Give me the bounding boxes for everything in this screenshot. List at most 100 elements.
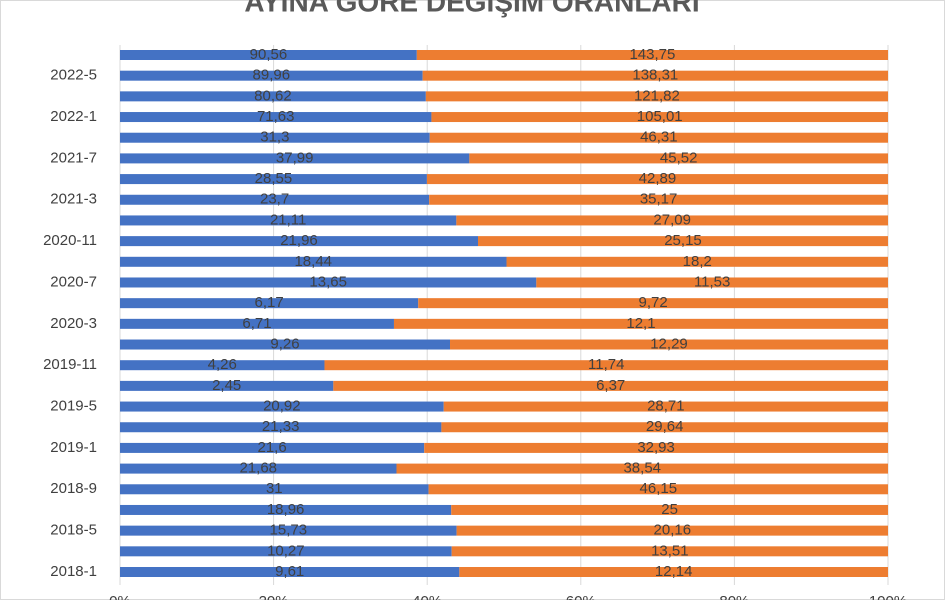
data-label: 28,71 [647, 398, 685, 415]
y-tick-label: 2019-1 [50, 439, 97, 456]
data-label: 6,17 [255, 294, 284, 311]
data-label: 21,33 [262, 418, 300, 435]
bar-segment [451, 546, 888, 557]
bar-segment [120, 318, 394, 329]
bar-segment [424, 442, 888, 453]
data-label: 46,31 [640, 129, 678, 146]
bar-segment [416, 50, 888, 60]
bar-segment [120, 463, 397, 474]
data-label: 35,17 [640, 191, 678, 208]
bar-segment [333, 380, 888, 391]
data-label: 31 [266, 480, 283, 497]
bar-segment [431, 112, 888, 123]
data-label: 143,75 [629, 46, 675, 63]
data-label: 18,2 [683, 253, 712, 270]
bar-segment [450, 339, 888, 350]
bar-segment [393, 318, 888, 329]
chart-title: AYINA GÖRE DEĞİŞİM ORANLARI [244, 0, 699, 17]
y-tick-label: 2021-7 [50, 149, 97, 166]
data-label: 32,93 [637, 439, 675, 456]
data-label: 11,53 [694, 273, 730, 290]
x-tick-label: 100% [869, 593, 907, 600]
bar-segment [120, 484, 429, 495]
bar-segment [429, 132, 888, 143]
data-label: 18,44 [294, 253, 332, 270]
data-label: 38,54 [623, 460, 661, 477]
bar-segment [120, 153, 470, 164]
data-label: 42,89 [639, 170, 677, 187]
data-label: 12,29 [650, 335, 688, 352]
data-label: 28,55 [255, 170, 293, 187]
bar-segment [120, 70, 423, 81]
data-label: 21,11 [270, 211, 306, 228]
y-tick-label: 2018-5 [50, 522, 97, 539]
bar-segment [451, 504, 888, 515]
x-tick-label: 0% [109, 593, 131, 600]
data-label: 15,73 [270, 522, 308, 539]
data-label: 6,71 [242, 315, 271, 332]
data-label: 9,61 [275, 563, 304, 580]
bar-segment [120, 442, 425, 453]
y-tick-label: 2019-11 [43, 356, 97, 373]
bar-segment [120, 91, 426, 102]
y-tick-label: 2022-5 [50, 67, 97, 84]
data-label: 27,09 [653, 211, 691, 228]
data-label: 21,68 [239, 460, 277, 477]
bar-segment [425, 91, 888, 102]
bar-segment [536, 277, 888, 288]
bar-segment [120, 132, 430, 143]
data-label: 12,14 [655, 563, 693, 580]
bar-segment [459, 567, 888, 577]
bar-segment [120, 277, 537, 288]
data-label: 121,82 [634, 87, 680, 104]
bar-segment [456, 215, 888, 226]
bar-segment [477, 236, 888, 247]
data-label: 138,31 [632, 67, 678, 84]
data-label: 29,64 [646, 418, 684, 435]
data-label: 105,01 [637, 108, 683, 125]
bar-segment [120, 256, 507, 267]
bar-segment [324, 360, 889, 371]
bar-segment [120, 194, 430, 205]
y-tick-label: 2018-9 [50, 480, 97, 497]
bar-segment [120, 215, 457, 226]
data-label: 9,72 [639, 294, 668, 311]
data-label: 90,56 [250, 46, 288, 63]
bar-segment [429, 194, 888, 205]
bar-segment [426, 174, 888, 185]
data-label: 23,7 [260, 191, 289, 208]
data-label: 46,15 [640, 480, 678, 497]
data-label: 25,15 [664, 232, 702, 249]
data-label: 45,52 [660, 149, 698, 166]
data-label: 18,96 [267, 501, 305, 518]
bar-segment [441, 422, 888, 433]
bar-segment [120, 504, 452, 515]
data-label: 20,16 [654, 522, 692, 539]
data-label: 80,62 [254, 87, 292, 104]
bar-segment [443, 401, 888, 412]
data-label: 21,96 [280, 232, 318, 249]
bar-segment [120, 380, 334, 391]
bar-segment [120, 339, 451, 350]
bar-segment [120, 422, 442, 433]
data-label: 11,74 [588, 356, 624, 373]
data-label: 13,51 [651, 542, 689, 559]
y-tick-label: 2020-11 [43, 232, 97, 249]
data-label: 31,3 [260, 129, 289, 146]
bar-segment [120, 298, 419, 309]
bar-segment [418, 298, 888, 309]
data-label: 20,92 [263, 398, 301, 415]
data-label: 71,63 [257, 108, 295, 125]
bar-segment [120, 546, 452, 557]
bar-segment [120, 50, 417, 60]
y-tick-label: 2021-3 [50, 191, 97, 208]
y-tick-label: 2020-7 [50, 273, 97, 290]
bar-segment [120, 567, 460, 577]
bar-segment [120, 525, 457, 536]
x-tick-label: 20% [259, 593, 289, 600]
y-tick-label: 2022-1 [50, 108, 97, 125]
y-tick-label: 2020-3 [50, 315, 97, 332]
data-label: 2,45 [212, 377, 241, 394]
